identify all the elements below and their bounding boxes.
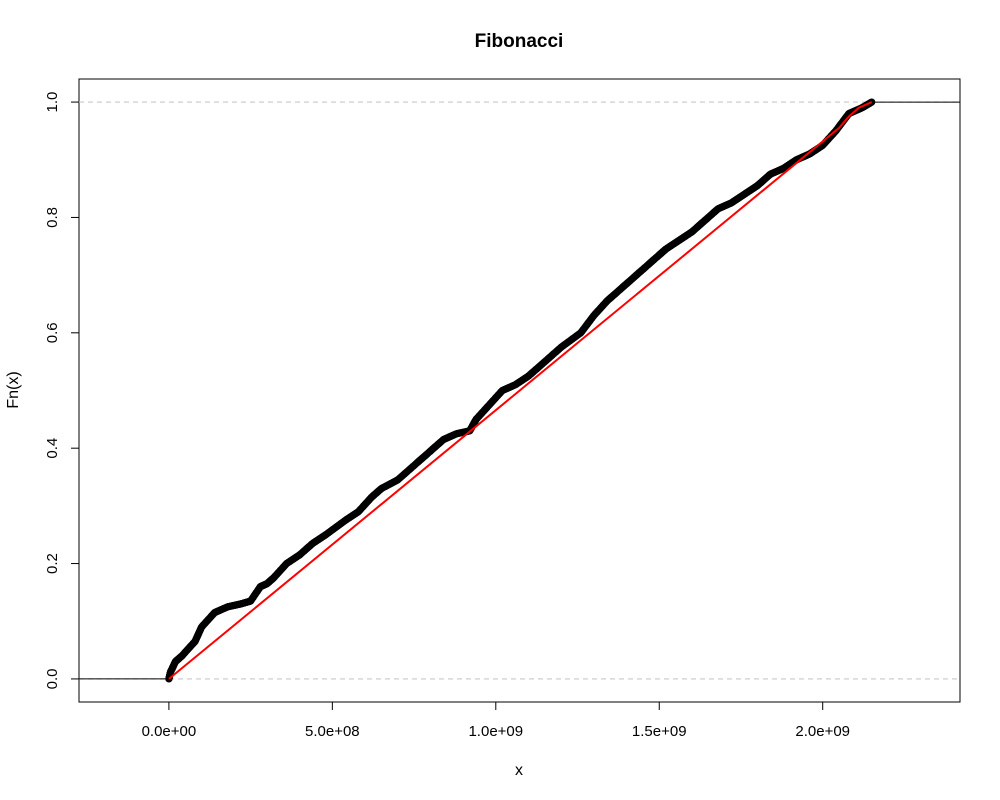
y-tick-label: 0.4	[44, 438, 61, 459]
ecdf-point	[868, 98, 876, 106]
reference-lines	[79, 101, 960, 680]
y-tick-label: 0.8	[44, 207, 61, 228]
series-group	[79, 98, 960, 683]
y-tick-label: 1.0	[44, 92, 61, 113]
x-tick-label: 1.5e+09	[632, 723, 687, 740]
x-tick-label: 5.0e+08	[305, 723, 360, 740]
y-tick-label: 0.6	[44, 322, 61, 343]
x-tick-label: 2.0e+09	[795, 723, 850, 740]
x-axis-label: x	[515, 762, 523, 779]
x-axis: 0.0e+00 5.0e+08 1.0e+09 1.5e+09 2.0e+09	[142, 702, 850, 740]
chart-title: Fibonacci	[475, 31, 564, 52]
theoretical-cdf-line	[168, 101, 873, 680]
y-axis-label: Fn(x)	[5, 371, 22, 408]
y-tick-label: 0.2	[44, 553, 61, 574]
y-axis: 0.0 0.2 0.4 0.6 0.8 1.0	[44, 92, 79, 689]
x-tick-label: 0.0e+00	[142, 723, 197, 740]
y-tick-label: 0.0	[44, 668, 61, 689]
x-tick-label: 1.0e+09	[468, 723, 523, 740]
plot-frame	[78, 78, 961, 703]
